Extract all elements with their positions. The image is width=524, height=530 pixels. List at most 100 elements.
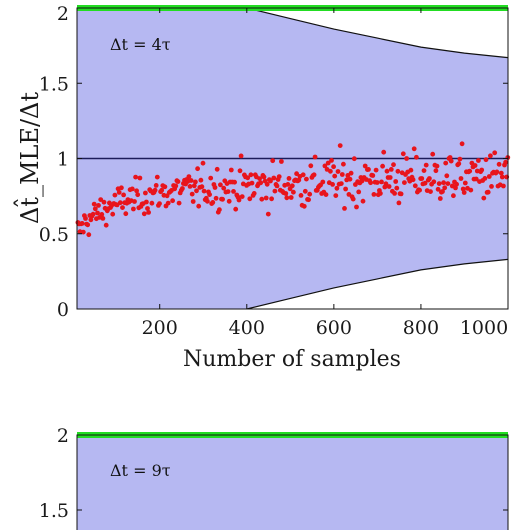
scatter-point (441, 180, 446, 186)
scatter-point (289, 183, 295, 189)
scatter-point (456, 161, 462, 167)
scatter-point (201, 188, 207, 194)
band-lower-curve (244, 258, 508, 309)
scatter-point (296, 177, 302, 183)
scatter-point (496, 161, 502, 167)
scatter-point (337, 143, 343, 149)
scatter-point (433, 168, 439, 174)
scatter-point (121, 192, 126, 198)
scatter-point (494, 169, 500, 175)
scatter-point (329, 158, 334, 163)
scatter-point (119, 185, 124, 191)
scatter-point (354, 204, 359, 210)
scatter-point (98, 197, 104, 203)
y-tick-label: 2 (57, 425, 69, 447)
scatter-point (359, 178, 365, 184)
scatter-point (190, 199, 196, 204)
scatter-point (96, 203, 101, 208)
scatter-point (249, 180, 255, 186)
scatter-point (468, 187, 474, 193)
x-tick-label: 800 (403, 317, 439, 339)
scatter-point (110, 211, 116, 217)
scatter-point (251, 191, 257, 196)
scatter-point (291, 189, 296, 195)
scatter-point (387, 175, 393, 180)
scatter-point (265, 211, 271, 217)
scatter-point (188, 178, 194, 183)
x-tick-label: 1000 (460, 317, 508, 339)
scatter-point (308, 163, 314, 169)
scatter-point (141, 211, 147, 217)
scatter-point (453, 185, 458, 191)
scatter-point (123, 211, 129, 217)
scatter-point (388, 167, 394, 172)
x-tick-label: 400 (229, 317, 265, 339)
scatter-point (393, 179, 399, 184)
scatter-point (117, 200, 123, 206)
scatter-point (157, 201, 162, 207)
scatter-point (91, 201, 97, 207)
scatter-point (492, 150, 498, 156)
scatter-point (99, 212, 105, 217)
scatter-point (417, 187, 422, 193)
scatter-point (443, 160, 449, 166)
scatter-point (116, 190, 122, 195)
scatter-point (170, 198, 176, 204)
scatter-point (423, 162, 429, 168)
scatter-point (100, 216, 106, 221)
scatter-point (165, 200, 171, 206)
scatter-point (272, 188, 278, 194)
scatter-point (391, 162, 396, 168)
scatter-point (419, 176, 425, 181)
scatter-point (412, 183, 418, 189)
scatter-point (427, 176, 432, 181)
scatter-point (225, 189, 231, 195)
scatter-point (248, 172, 254, 178)
scatter-point (348, 170, 354, 176)
scatter-point (325, 160, 331, 166)
scatter-point (440, 189, 445, 194)
scatter-point (384, 168, 390, 174)
scatter-point (330, 182, 335, 187)
band-upper-curve (244, 8, 508, 59)
scatter-point (396, 200, 402, 206)
scatter-point (312, 154, 318, 160)
scatter-point (462, 180, 468, 186)
y-axis-ticks: 0 0.5 1 1.5 2 (39, 3, 508, 321)
scatter-point (264, 181, 270, 187)
scatter-point (374, 180, 380, 185)
scatter-point (414, 154, 419, 160)
scatter-point (451, 193, 456, 199)
scatter-point (288, 195, 294, 200)
scatter-point (228, 167, 234, 173)
scatter-point (239, 194, 245, 200)
y-tick-label: 0.5 (39, 224, 69, 246)
scatter-point (144, 199, 149, 205)
scatter-point (276, 174, 282, 180)
scatter-point (368, 180, 373, 186)
scatter-point (467, 168, 473, 174)
scatter-point (284, 195, 290, 201)
scatter-point (437, 196, 443, 201)
scatter-point (301, 203, 307, 209)
scatter-point (322, 163, 328, 169)
scatter-point (402, 180, 407, 186)
scatter-point (442, 185, 448, 191)
scatter-point (131, 206, 136, 212)
scatter-point (331, 164, 336, 170)
scatter-point (371, 192, 377, 197)
scatter-point (350, 196, 356, 202)
scatter-point (162, 184, 168, 190)
scatter-point (392, 191, 397, 196)
scatter-point (180, 186, 185, 191)
scatter-point (217, 207, 222, 213)
scatter-point (220, 196, 226, 202)
scatter-point (479, 167, 485, 173)
scatter-point (473, 176, 479, 182)
scatter-point (410, 177, 416, 183)
bottom-panel: 21.5 Δt = 9τ (39, 425, 509, 530)
scatter-point (459, 141, 465, 147)
scatter-point (186, 174, 192, 180)
scatter-point (394, 185, 400, 191)
scatter-point (85, 222, 91, 228)
